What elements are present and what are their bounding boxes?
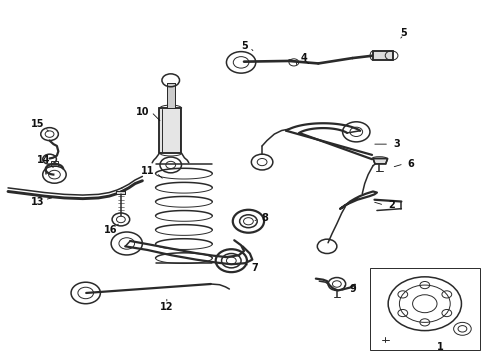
Text: 8: 8: [261, 213, 268, 222]
Bar: [373, 51, 392, 60]
Bar: [159, 108, 181, 153]
Text: 9: 9: [349, 284, 356, 294]
Text: 1: 1: [437, 342, 444, 352]
Bar: [50, 161, 58, 166]
Text: 13: 13: [30, 197, 44, 207]
Text: 6: 6: [408, 159, 415, 169]
Text: 5: 5: [400, 28, 407, 38]
Bar: [167, 83, 174, 108]
Bar: [117, 191, 125, 194]
Text: 2: 2: [388, 200, 395, 210]
Bar: [369, 268, 480, 350]
Polygon shape: [373, 158, 388, 164]
Text: 3: 3: [393, 139, 400, 149]
Text: 7: 7: [251, 263, 258, 273]
Text: 11: 11: [141, 166, 154, 176]
Text: 15: 15: [30, 120, 44, 129]
Text: 4: 4: [300, 53, 307, 63]
Text: 12: 12: [160, 302, 173, 312]
Text: 10: 10: [136, 107, 149, 117]
Bar: [167, 83, 174, 108]
Bar: [373, 51, 392, 60]
Text: 16: 16: [104, 225, 118, 235]
Text: 14: 14: [37, 155, 50, 165]
Bar: [159, 108, 181, 153]
Bar: [117, 191, 125, 194]
Text: 5: 5: [242, 41, 248, 50]
